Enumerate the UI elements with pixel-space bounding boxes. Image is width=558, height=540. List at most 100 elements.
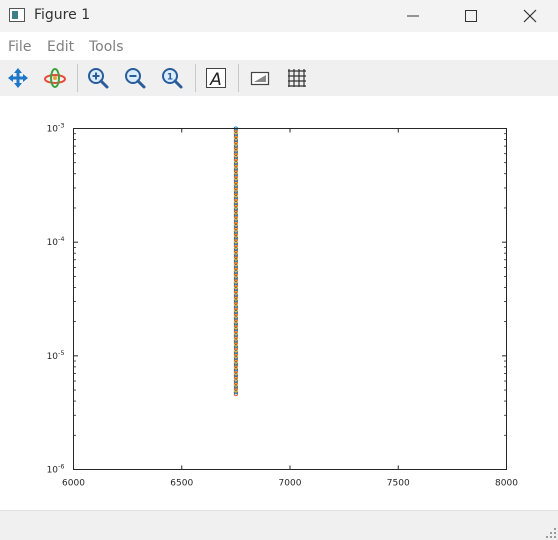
y-tick-exponent: -5 bbox=[58, 349, 64, 357]
data-point bbox=[233, 327, 238, 332]
y-tick-base: 10 bbox=[47, 125, 59, 135]
zoom-in-button[interactable] bbox=[84, 64, 112, 92]
restore-view-icon: 1 bbox=[162, 68, 183, 89]
data-point bbox=[233, 195, 238, 200]
data-point bbox=[233, 267, 238, 272]
menu-file[interactable]: File bbox=[8, 39, 32, 55]
data-point bbox=[233, 174, 238, 179]
data-point bbox=[233, 208, 238, 213]
data-point bbox=[233, 353, 238, 358]
window-title: Figure 1 bbox=[34, 7, 91, 23]
zoom-out-button[interactable] bbox=[121, 64, 149, 92]
data-point bbox=[233, 285, 238, 290]
y-tick-exponent: -4 bbox=[58, 235, 64, 243]
y-tick-label: 10-3 bbox=[47, 122, 65, 135]
data-point bbox=[233, 344, 238, 349]
data-point bbox=[233, 172, 238, 177]
data-point bbox=[233, 155, 238, 160]
data-point bbox=[233, 374, 238, 380]
close-button[interactable] bbox=[502, 0, 558, 32]
toolbar-separator bbox=[238, 64, 239, 92]
zoom-out-icon bbox=[125, 68, 146, 89]
minimize-button[interactable] bbox=[385, 0, 441, 32]
zoom-in-icon bbox=[88, 68, 109, 89]
data-point bbox=[233, 262, 238, 267]
data-point bbox=[233, 164, 238, 169]
data-point bbox=[233, 256, 238, 261]
data-point bbox=[233, 378, 238, 383]
y-tick-label: 10-6 bbox=[47, 463, 65, 476]
data-point bbox=[233, 199, 238, 204]
data-point bbox=[233, 162, 238, 167]
insert-legend-button[interactable] bbox=[246, 64, 274, 92]
menu-bar: File Edit Tools bbox=[0, 36, 558, 60]
data-point bbox=[233, 334, 238, 339]
plot-axes[interactable]: 6000 6500 7000 7500 8000 10-610-510-410-3 bbox=[0, 96, 558, 510]
pan-button[interactable] bbox=[4, 64, 32, 92]
maximize-button[interactable] bbox=[443, 0, 499, 32]
data-point bbox=[233, 241, 238, 246]
y-axis: 10-610-510-410-3 bbox=[47, 122, 507, 476]
data-point bbox=[233, 338, 238, 343]
data-point bbox=[233, 179, 238, 185]
data-point bbox=[233, 141, 238, 146]
data-point bbox=[233, 250, 238, 255]
y-tick-label: 10-4 bbox=[47, 235, 65, 248]
data-point bbox=[233, 197, 238, 202]
data-point bbox=[233, 300, 238, 305]
data-point bbox=[233, 225, 238, 230]
data-point bbox=[233, 319, 238, 324]
data-point bbox=[233, 206, 238, 211]
data-point bbox=[233, 158, 238, 164]
data-point bbox=[233, 252, 238, 257]
data-point bbox=[233, 290, 238, 295]
grid-icon bbox=[288, 69, 306, 87]
insert-legend-icon bbox=[250, 71, 270, 86]
data-point bbox=[233, 147, 238, 152]
data-point bbox=[233, 137, 238, 143]
data-point bbox=[233, 271, 238, 276]
menu-tools[interactable]: Tools bbox=[89, 39, 124, 55]
data-point bbox=[233, 136, 238, 141]
y-tick-base: 10 bbox=[47, 238, 59, 248]
y-tick-base: 10 bbox=[47, 352, 59, 362]
data-point bbox=[233, 275, 238, 280]
data-point bbox=[233, 139, 238, 144]
svg-text:1: 1 bbox=[167, 73, 173, 83]
data-point bbox=[233, 346, 238, 351]
toolbar-separator bbox=[77, 64, 78, 92]
data-point bbox=[233, 292, 238, 297]
data-point bbox=[233, 359, 238, 364]
data-point bbox=[233, 279, 238, 284]
data-point bbox=[233, 294, 238, 299]
data-point bbox=[233, 286, 238, 292]
data-point bbox=[233, 380, 238, 385]
data-point bbox=[233, 153, 238, 158]
x-tick-label: 7000 bbox=[279, 479, 302, 489]
figure-canvas[interactable]: 6000 6500 7000 7500 8000 10-6 10-5 10-4 10-3 bbox=[0, 96, 558, 510]
data-point bbox=[233, 218, 238, 223]
data-point bbox=[233, 181, 238, 186]
data-point bbox=[233, 392, 238, 397]
rotate-3d-button[interactable] bbox=[41, 64, 69, 92]
data-point bbox=[233, 258, 238, 263]
data-point bbox=[233, 239, 238, 244]
grid-button[interactable] bbox=[283, 64, 311, 92]
x-tick-label: 7500 bbox=[387, 479, 410, 489]
insert-text-button[interactable]: A bbox=[202, 64, 230, 92]
data-point bbox=[233, 365, 238, 370]
resize-grip-icon[interactable] bbox=[546, 528, 556, 538]
data-point bbox=[233, 340, 238, 345]
data-point bbox=[233, 308, 238, 313]
data-point bbox=[233, 243, 238, 248]
data-point bbox=[233, 367, 238, 372]
data-point bbox=[233, 151, 238, 156]
menu-edit[interactable]: Edit bbox=[47, 39, 75, 55]
data-point bbox=[233, 350, 238, 355]
data-point bbox=[233, 134, 238, 139]
x-tick-label: 6500 bbox=[170, 479, 193, 489]
data-point bbox=[233, 325, 238, 330]
restore-view-button[interactable]: 1 bbox=[158, 64, 186, 92]
data-point bbox=[233, 248, 238, 253]
data-point bbox=[233, 306, 238, 311]
